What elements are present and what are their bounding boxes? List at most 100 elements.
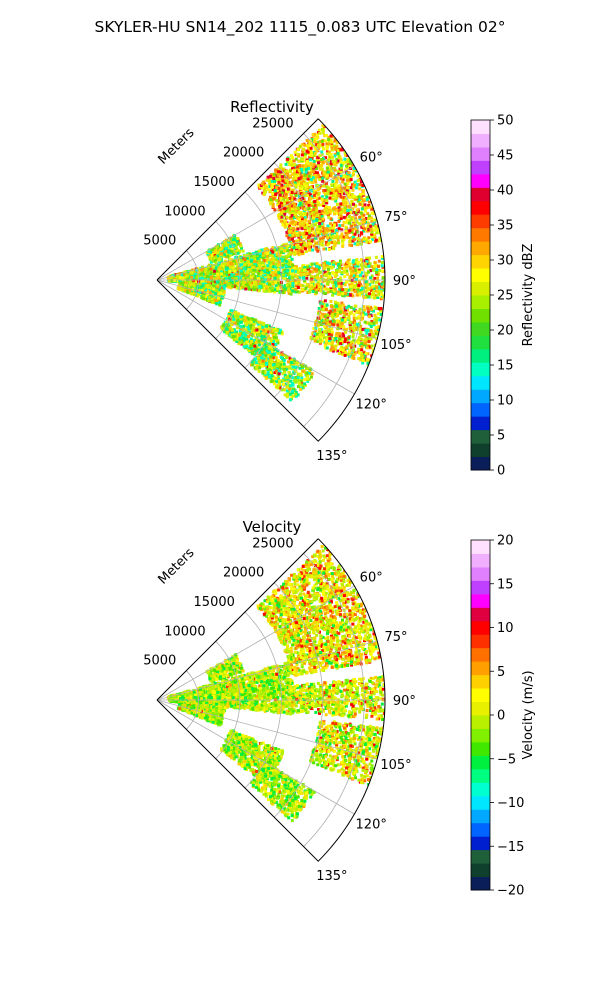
- colorbar-swatch: [471, 567, 490, 581]
- colorbar-tick-label: 0: [497, 464, 505, 479]
- radar-echo-field: [167, 124, 386, 401]
- colorbar-swatch: [471, 742, 490, 756]
- theta-tick-label: 120°: [356, 818, 387, 833]
- colorbar-tick-label: 35: [497, 219, 514, 234]
- colorbar-swatch: [471, 241, 490, 255]
- colorbar-swatch: [471, 389, 490, 403]
- radial-tick-label: 25000: [252, 116, 293, 131]
- colorbar-swatch: [471, 836, 490, 850]
- colorbar-tick-label: 15: [497, 359, 514, 374]
- colorbar-swatch: [471, 120, 490, 134]
- radial-tick-label: 5000: [143, 654, 176, 669]
- colorbar-swatch: [471, 769, 490, 783]
- colorbar-tick-label: 5: [497, 429, 505, 444]
- colorbar-tick-label: −20: [497, 884, 524, 899]
- radial-tick-label: 5000: [143, 234, 176, 249]
- colorbar-swatch: [471, 443, 490, 457]
- theta-tick-label: 75°: [384, 210, 407, 225]
- colorbar-swatch: [471, 349, 490, 363]
- radial-tick-label: 25000: [252, 536, 293, 551]
- colorbar-tick-label: −15: [497, 840, 524, 855]
- colorbar-swatch: [471, 376, 490, 390]
- colorbar-swatch: [471, 877, 490, 891]
- velocity-panel: Velocity 60° 75° 90° 105° 120° 135° 5000 10000 15…: [143, 518, 536, 899]
- colorbar-tick-label: −5: [497, 752, 516, 767]
- radial-axis-label: Meters: [156, 125, 198, 167]
- theta-tick-label: 75°: [384, 630, 407, 645]
- colorbar-swatch: [471, 214, 490, 228]
- colorbar-swatch: [471, 688, 490, 702]
- colorbar-tick-label: 45: [497, 149, 514, 164]
- colorbar-swatch: [471, 648, 490, 662]
- colorbar-tick-label: −10: [497, 796, 524, 811]
- colorbar-label: Velocity (m/s): [521, 670, 536, 759]
- colorbar-swatch: [471, 282, 490, 296]
- colorbar-swatch: [471, 755, 490, 769]
- theta-tick-label: 135°: [316, 869, 347, 884]
- colorbar-tick-label: 20: [497, 534, 514, 549]
- colorbar-swatch: [471, 308, 490, 322]
- colorbar-swatch: [471, 594, 490, 608]
- colorbar-swatch: [471, 187, 490, 201]
- colorbar-swatch: [471, 553, 490, 567]
- radial-tick-label: 20000: [223, 566, 264, 581]
- colorbar-swatch: [471, 322, 490, 336]
- colorbar-swatch: [471, 621, 490, 635]
- radial-axis-label: Meters: [156, 545, 198, 587]
- theta-tick-label: 90°: [393, 274, 416, 289]
- colorbar-swatch: [471, 634, 490, 648]
- colorbar-swatch: [471, 661, 490, 675]
- colorbar-tick-label: 10: [497, 394, 514, 409]
- colorbar-tick-label: 30: [497, 254, 514, 269]
- panel-title: Reflectivity: [230, 98, 314, 116]
- colorbar-swatch: [471, 268, 490, 282]
- colorbar-swatch: [471, 728, 490, 742]
- colorbar-tick-label: 25: [497, 289, 514, 304]
- theta-tick-label: 60°: [360, 570, 383, 585]
- colorbar-swatch: [471, 147, 490, 161]
- theta-tick-label: 105°: [380, 758, 411, 773]
- colorbar-label: Reflectivity dBZ: [521, 244, 536, 347]
- colorbar-swatch: [471, 160, 490, 174]
- colorbar-swatch: [471, 457, 490, 471]
- radial-tick-label: 10000: [164, 204, 205, 219]
- theta-tick-label: 135°: [316, 449, 347, 464]
- colorbar-swatch: [471, 782, 490, 796]
- theta-tick-label: 90°: [393, 694, 416, 709]
- colorbar-swatch: [471, 228, 490, 242]
- colorbar-tick-label: 40: [497, 184, 514, 199]
- theta-tick-label: 120°: [356, 398, 387, 413]
- radial-tick-label: 10000: [164, 624, 205, 639]
- colorbar-swatch: [471, 416, 490, 430]
- radial-tick-label: 20000: [223, 146, 264, 161]
- colorbar-tick-label: 15: [497, 577, 514, 592]
- colorbar-swatch: [471, 809, 490, 823]
- colorbar-tick-label: 0: [497, 709, 505, 724]
- colorbar-swatch: [471, 174, 490, 188]
- colorbar-swatch: [471, 796, 490, 810]
- colorbar-swatch: [471, 362, 490, 376]
- figure-suptitle: SKYLER-HU SN14_202 1115_0.083 UTC Elevat…: [95, 18, 506, 37]
- radial-tick-label: 15000: [194, 595, 235, 610]
- colorbar-swatch: [471, 850, 490, 864]
- theta-tick-label: 60°: [360, 150, 383, 165]
- colorbar-swatch: [471, 133, 490, 147]
- radial-tick-label: 15000: [194, 175, 235, 190]
- colorbar-swatch: [471, 823, 490, 837]
- colorbar-tick-label: 10: [497, 621, 514, 636]
- colorbar-swatch: [471, 295, 490, 309]
- colorbar-swatch: [471, 335, 490, 349]
- colorbar-swatch: [471, 540, 490, 554]
- colorbar-swatch: [471, 607, 490, 621]
- colorbar-swatch: [471, 675, 490, 689]
- colorbar: −20 −15 −10 −5 0 5 10 15 20 Velocity (m/s): [471, 534, 536, 899]
- colorbar-tick-label: 5: [497, 665, 505, 680]
- colorbar-swatch: [471, 255, 490, 269]
- panel-title: Velocity: [243, 518, 302, 536]
- colorbar-swatch: [471, 715, 490, 729]
- colorbar-swatch: [471, 580, 490, 594]
- colorbar-tick-label: 20: [497, 324, 514, 339]
- theta-tick-label: 105°: [380, 338, 411, 353]
